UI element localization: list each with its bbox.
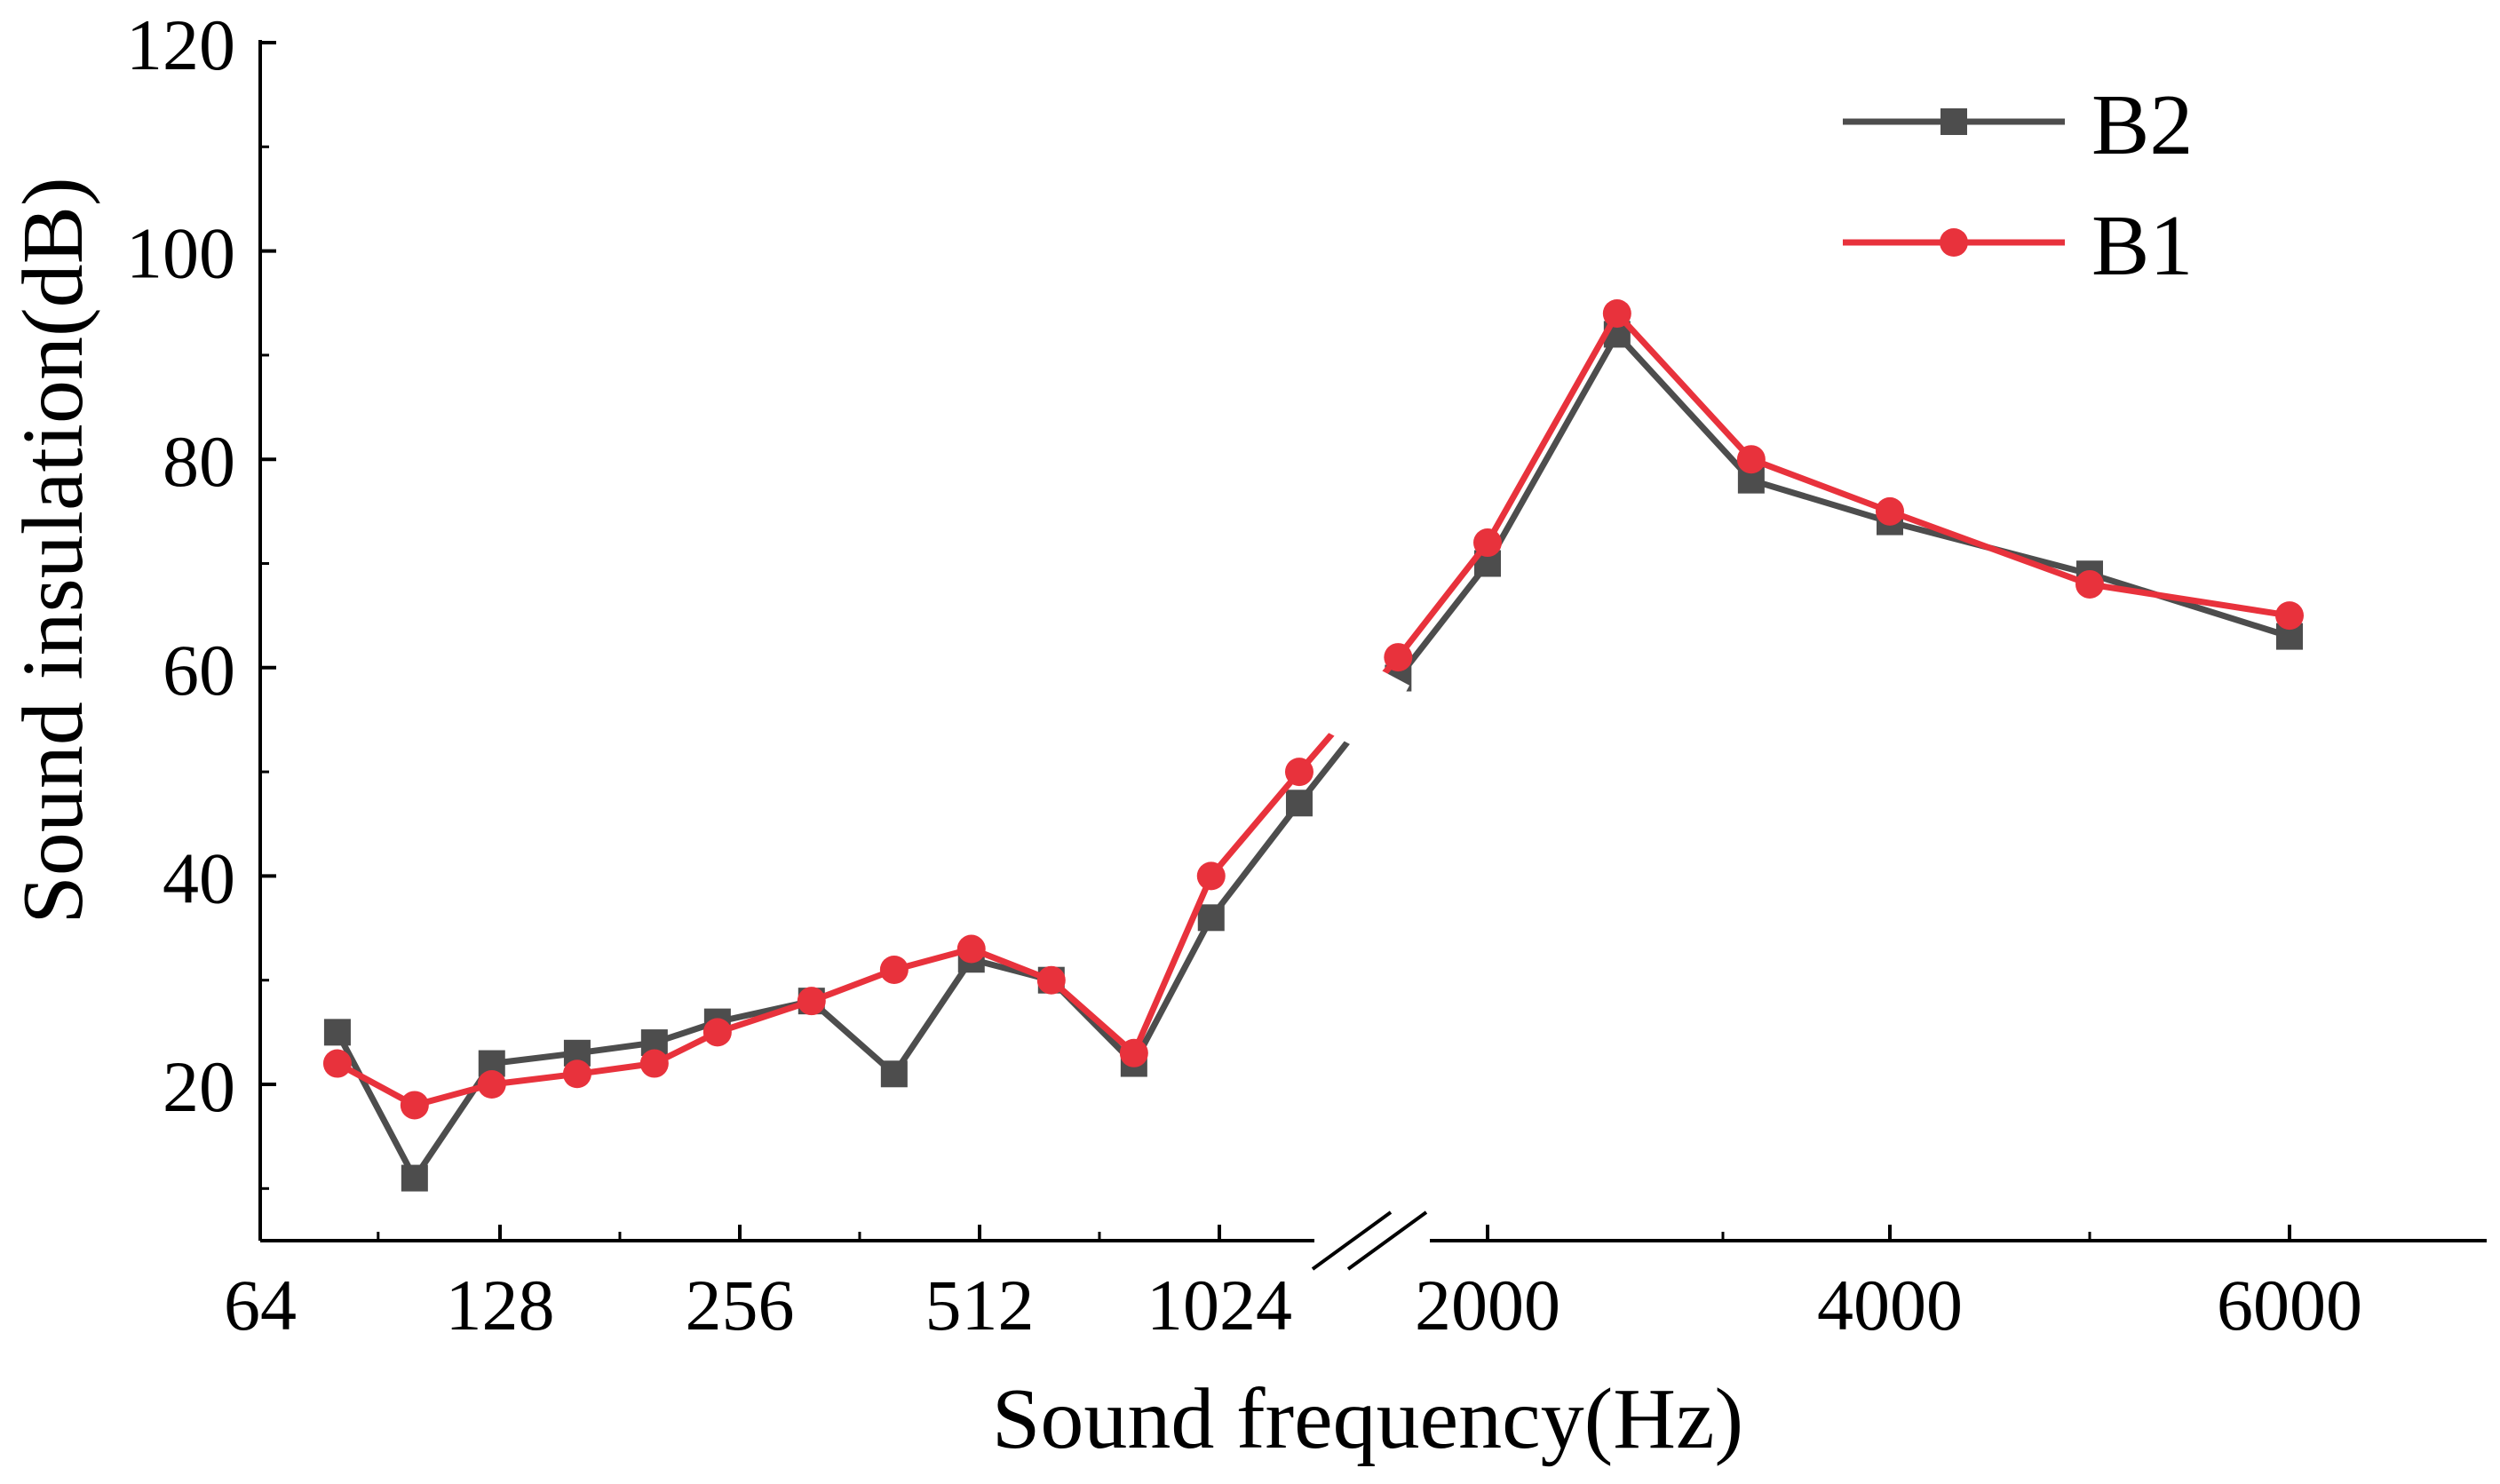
- legend-label-B1: B1: [2091, 198, 2193, 294]
- break-gap-line: [1316, 655, 1410, 757]
- data-point-B1: [1284, 758, 1313, 787]
- data-point-B1: [797, 987, 826, 1016]
- data-point-B1: [1602, 298, 1631, 328]
- data-point-B2: [1197, 904, 1225, 932]
- legend-item-B2: B2: [1843, 77, 2193, 173]
- legend-label-B2: B2: [2091, 77, 2193, 173]
- data-point-B1: [702, 1018, 732, 1047]
- axes: 20 40 60 80 100 120 64 128 256 512 1024 2000 4000 600…: [126, 4, 2487, 1345]
- x-tick-label: 128: [446, 1265, 555, 1345]
- data-point-B1: [1473, 528, 1502, 558]
- series-line-B1: [336, 310, 2290, 1108]
- data-point-B1: [1036, 965, 1066, 995]
- series-B1: [322, 298, 2304, 1120]
- y-tick-label: 40: [163, 837, 235, 918]
- x-tick-label: 2000: [1415, 1265, 1560, 1345]
- data-point-B2: [401, 1164, 428, 1192]
- data-point-B1: [2275, 601, 2304, 631]
- x-tick-label: 6000: [2217, 1265, 2362, 1345]
- data-point-B2: [880, 1060, 908, 1088]
- x-axis-title: Sound frequency(Hz): [992, 1371, 1743, 1467]
- y-tick-label: 60: [163, 630, 235, 710]
- y-axis-title: Sound insulation(dB): [5, 177, 101, 924]
- x-tick-label: 64: [224, 1265, 297, 1345]
- data-point-B1: [956, 934, 986, 964]
- data-point-B1: [2075, 569, 2104, 599]
- legend-marker-B1: [1940, 228, 1968, 257]
- data-point-B1: [1119, 1038, 1148, 1067]
- y-tick-label: 80: [163, 421, 235, 502]
- data-point-B2: [323, 1019, 351, 1046]
- data-point-B1: [639, 1049, 669, 1078]
- data-point-B1: [477, 1070, 506, 1099]
- x-tick-label: 1024: [1147, 1265, 1292, 1345]
- data-point-B1: [1196, 861, 1226, 891]
- y-tick-label: 100: [126, 213, 235, 294]
- data-point-B1: [1384, 643, 1413, 672]
- y-tick-label: 20: [163, 1046, 235, 1127]
- legend-item-B1: B1: [1843, 198, 2193, 294]
- break-slash-left: [1311, 1210, 1393, 1271]
- data-point-B2: [1285, 790, 1313, 817]
- y-tick-label: 120: [126, 4, 235, 85]
- data-point-B1: [400, 1091, 429, 1120]
- axis-break: [1311, 655, 1430, 1271]
- legend-marker-B2: [1940, 108, 1967, 135]
- data-point-B1: [562, 1059, 591, 1089]
- x-tick-label: 512: [925, 1265, 1035, 1345]
- data-point-B1: [1876, 496, 1904, 526]
- series-layer: [322, 298, 2304, 1192]
- data-point-B1: [879, 955, 909, 984]
- break-gap-axis: [1314, 1235, 1430, 1246]
- break-slash-right: [1346, 1210, 1428, 1271]
- data-point-B1: [322, 1049, 352, 1078]
- data-point-B1: [1736, 445, 1766, 474]
- x-tick-label: 256: [686, 1265, 795, 1345]
- x-tick-label: 4000: [1817, 1265, 1963, 1345]
